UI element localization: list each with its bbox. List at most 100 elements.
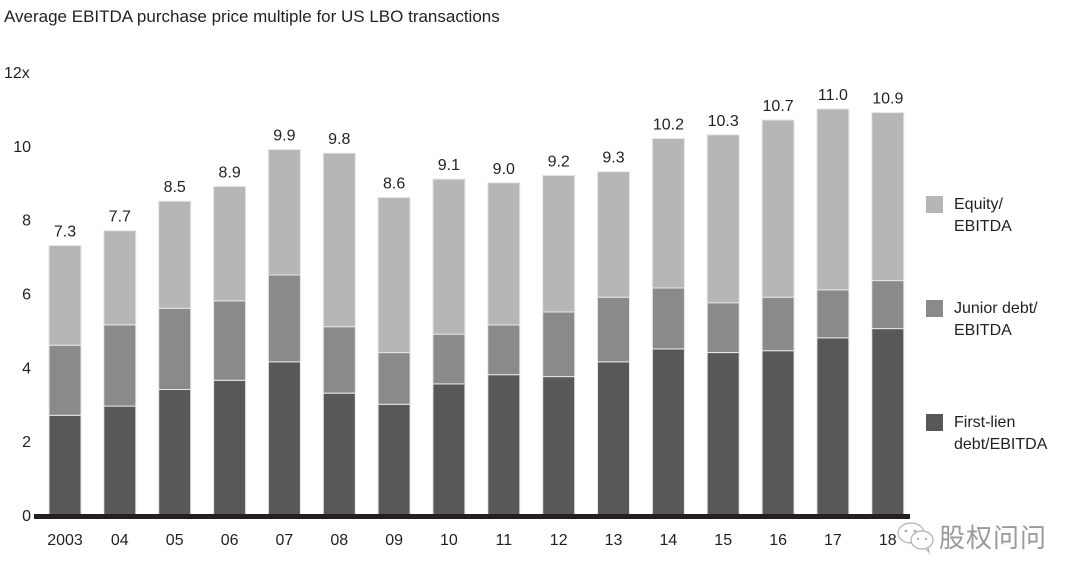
bar-stack <box>158 200 192 516</box>
bar-segment-junior-debt <box>48 344 82 416</box>
bar-stack <box>103 230 137 516</box>
total-label: 7.3 <box>54 224 76 241</box>
bars <box>48 108 905 516</box>
x-tick-label: 11 <box>495 532 512 549</box>
bar-segment-junior-debt <box>158 307 192 390</box>
bar-stack <box>377 197 411 516</box>
total-labels: 7.3 7.7 8.5 8.9 9.9 9.8 8.6 9.1 9.0 9.2 9.3 10.2 10.… <box>54 87 904 241</box>
legend-label-equity-line1: Equity/ <box>954 196 1003 213</box>
bar-segment-junior-debt <box>597 296 630 363</box>
total-label: 8.5 <box>164 179 186 196</box>
bar-stack <box>322 152 356 516</box>
bar-segment-junior-debt <box>322 326 356 394</box>
bar-stack <box>597 171 630 516</box>
legend-item-first-lien: First-lien debt/EBITDA <box>926 412 1080 456</box>
bar-segment-first-lien <box>816 337 850 516</box>
bar-segment-equity <box>48 245 82 346</box>
bar-segment-equity <box>158 200 192 309</box>
bar-segment-first-lien <box>487 374 521 516</box>
bar-segment-junior-debt <box>706 302 740 354</box>
bar-segment-first-lien <box>651 348 685 516</box>
bar-segment-junior-debt <box>377 352 411 405</box>
bar-segment-first-lien <box>432 383 466 516</box>
total-label: 9.2 <box>548 153 570 170</box>
total-label: 8.6 <box>383 176 405 193</box>
total-label: 10.3 <box>708 113 739 130</box>
bar-segment-equity <box>651 138 685 289</box>
bar-segment-equity <box>213 185 247 302</box>
x-tick-label: 15 <box>714 532 732 549</box>
bar-stack <box>761 119 795 516</box>
x-axis-ticks: 2003 04 05 06 07 08 09 10 11 12 13 14 15 16 17 18 <box>47 532 897 549</box>
watermark: 股权问问 <box>895 518 1047 555</box>
bar-stack <box>432 178 466 516</box>
x-axis-line <box>34 514 910 519</box>
x-tick-label: 16 <box>769 532 787 549</box>
bar-stack <box>48 245 82 516</box>
bar-segment-equity <box>706 134 740 304</box>
total-label: 7.7 <box>109 209 131 226</box>
bar-stack <box>706 134 740 516</box>
x-tick-label: 17 <box>824 532 842 549</box>
bar-segment-junior-debt <box>432 333 466 385</box>
total-label: 9.9 <box>273 128 295 145</box>
chart-title: Average EBITDA purchase price multiple f… <box>4 7 500 26</box>
bar-segment-equity <box>542 174 576 313</box>
y-axis-ticks: 0 2 4 6 8 10 12x <box>4 65 31 525</box>
bar-segment-junior-debt <box>213 300 247 381</box>
bar-segment-first-lien <box>158 389 192 516</box>
y-tick-label: 6 <box>22 287 31 304</box>
bar-stack <box>816 108 850 516</box>
total-label: 8.9 <box>218 164 240 181</box>
y-tick-label: 4 <box>22 360 31 377</box>
y-tick-label: 8 <box>22 213 31 230</box>
legend-item-junior-debt: Junior debt/ EBITDA <box>926 298 1080 342</box>
bar-segment-first-lien <box>871 328 905 516</box>
y-tick-label: 12x <box>4 65 30 82</box>
bar-segment-junior-debt <box>761 296 795 352</box>
bar-stack <box>542 174 576 516</box>
bar-segment-junior-debt <box>871 280 905 330</box>
bar-segment-equity <box>761 119 795 298</box>
bar-segment-first-lien <box>377 403 411 516</box>
bar-stack <box>487 182 521 516</box>
bar-segment-equity <box>487 182 521 326</box>
x-tick-label: 18 <box>879 532 897 549</box>
bar-segment-first-lien <box>322 392 356 516</box>
y-tick-label: 2 <box>22 434 31 451</box>
bar-segment-equity <box>103 230 137 326</box>
bar-segment-junior-debt <box>816 289 850 339</box>
bar-segment-equity <box>816 108 850 291</box>
bar-segment-first-lien <box>706 352 740 516</box>
legend-swatch-equity <box>926 196 943 213</box>
bar-segment-junior-debt <box>487 324 521 376</box>
bar-segment-first-lien <box>267 361 301 516</box>
bar-segment-equity <box>597 171 630 298</box>
bar-segment-equity <box>377 197 411 354</box>
total-label: 11.0 <box>818 87 848 104</box>
total-label: 9.0 <box>493 161 515 178</box>
y-tick-label: 10 <box>13 139 31 156</box>
bar-segment-first-lien <box>542 376 576 516</box>
legend-label-junior-line2: EBITDA <box>954 322 1012 339</box>
x-tick-label: 07 <box>276 532 294 549</box>
total-label: 9.1 <box>438 157 460 174</box>
x-tick-label: 04 <box>111 532 129 549</box>
x-tick-label: 2003 <box>47 532 83 549</box>
watermark-text: 股权问问 <box>939 523 1048 553</box>
legend-label-equity-line2: EBITDA <box>954 218 1012 235</box>
bar-segment-equity <box>871 112 905 282</box>
bar-segment-equity <box>432 178 466 335</box>
bar-segment-first-lien <box>761 350 795 516</box>
x-tick-label: 09 <box>385 532 403 549</box>
bar-segment-first-lien <box>48 414 82 516</box>
bar-stack <box>871 112 905 516</box>
bar-segment-first-lien <box>597 361 630 516</box>
legend-swatch-first-lien <box>926 414 943 431</box>
bar-segment-junior-debt <box>267 274 301 363</box>
legend-swatch-junior-debt <box>926 300 943 317</box>
bar-stack <box>267 149 301 516</box>
x-tick-label: 13 <box>605 532 623 549</box>
bar-segment-equity <box>322 152 356 328</box>
